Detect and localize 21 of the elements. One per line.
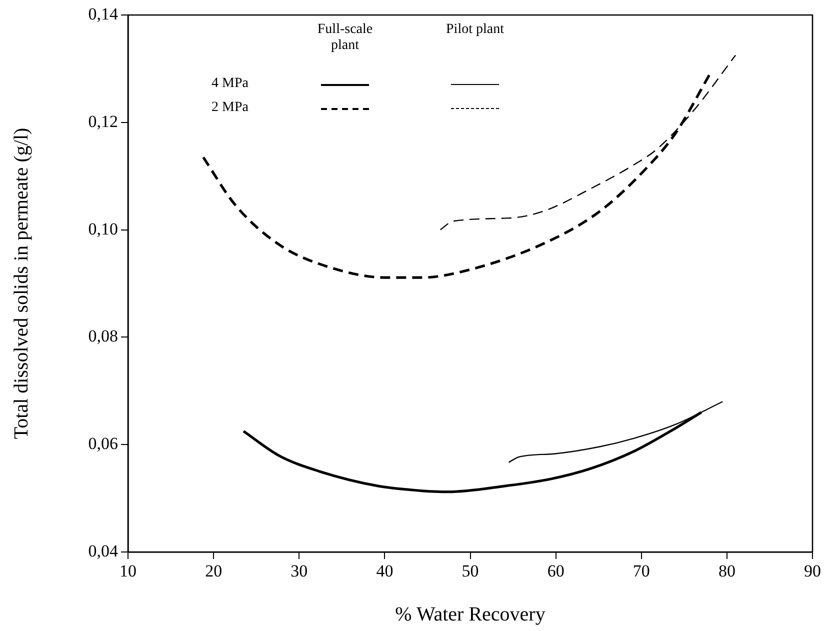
x-tick-label: 80 <box>718 562 736 581</box>
x-tick-label: 50 <box>462 562 479 581</box>
y-tick-label: 0,10 <box>88 219 118 238</box>
y-tick-label: 0,12 <box>88 112 118 131</box>
annotation: Pilot plant <box>445 22 505 38</box>
y-tick-label: 0,06 <box>88 434 118 454</box>
y-tick-label: 0,04 <box>88 541 118 560</box>
x-tick-label: 70 <box>632 562 650 581</box>
y-tick-label: 0,08 <box>88 326 118 346</box>
annotation: 4 MPa <box>210 76 250 92</box>
x-tick-label: 60 <box>547 562 564 581</box>
x-tick-label: 90 <box>804 562 821 581</box>
y-axis-title: Total dissolved solids in permeate (g/l) <box>10 128 32 440</box>
x-tick-label: 40 <box>376 562 394 581</box>
x-tick-label: 10 <box>120 562 136 581</box>
x-axis-title: % Water Recovery <box>395 603 546 626</box>
y-tick-label: 0,14 <box>88 4 118 24</box>
annotation: 2 MPa <box>210 100 250 116</box>
annotation: Full-scale plant <box>316 22 374 54</box>
x-tick-label: 30 <box>290 562 308 581</box>
x-tick-label: 20 <box>205 562 222 581</box>
